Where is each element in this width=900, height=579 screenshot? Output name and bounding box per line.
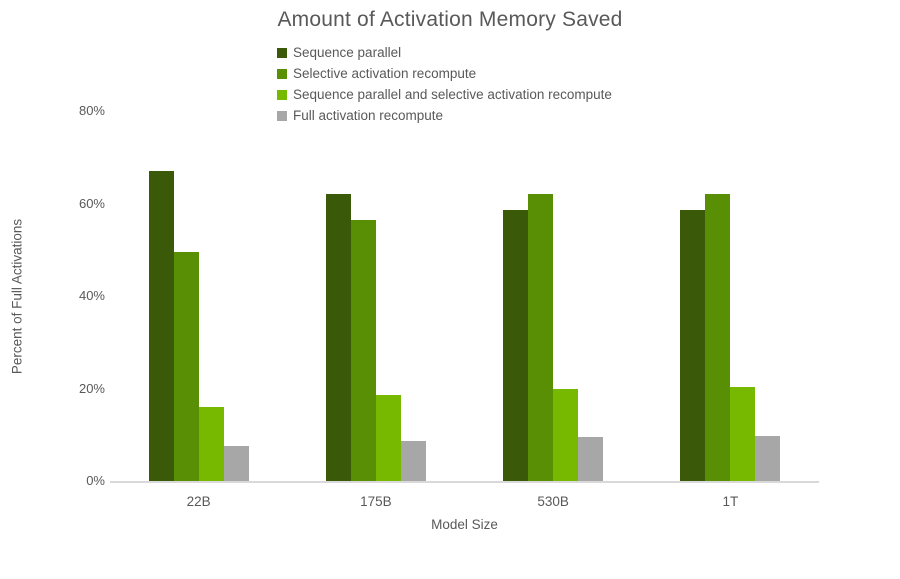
bar: [198, 407, 224, 481]
bar: [325, 194, 351, 481]
y-axis-title: Percent of Full Activations: [9, 218, 25, 375]
bar: [528, 194, 554, 481]
legend-swatch: [277, 68, 287, 79]
bar: [730, 387, 756, 481]
bar-group-22B: [110, 111, 287, 481]
legend-item: Sequence parallel: [277, 42, 612, 63]
bar-group-1T: [642, 111, 819, 481]
y-tick-label: 20%: [78, 380, 105, 396]
bar: [148, 171, 174, 481]
y-tick-label: 0%: [86, 473, 105, 488]
legend-label: Sequence parallel: [293, 45, 402, 60]
legend-item: Sequence parallel and selective activati…: [277, 84, 612, 105]
bar: [350, 219, 376, 481]
legend-item: Selective activation recompute: [277, 63, 612, 84]
y-tick-label: 80%: [78, 103, 105, 118]
bar: [223, 446, 249, 481]
legend: Sequence parallel Selective activation re…: [277, 42, 612, 126]
y-tick-label: 40%: [78, 288, 105, 303]
legend-label: Sequence parallel and selective activati…: [293, 87, 612, 102]
bar: [755, 436, 781, 481]
bar: [375, 395, 401, 481]
legend-label: Selective activation recompute: [293, 66, 477, 81]
bar: [400, 440, 426, 481]
x-tick-label: 1T: [722, 494, 739, 509]
legend-swatch: [277, 110, 287, 121]
x-tick-label: 175B: [360, 494, 392, 509]
plot-area: [110, 111, 819, 483]
legend-swatch: [277, 47, 287, 58]
bar: [553, 388, 579, 481]
bar: [503, 210, 529, 481]
bar-group-530B: [465, 111, 642, 481]
bar: [705, 194, 731, 481]
legend-label: Full activation recompute: [293, 108, 444, 123]
legend-item: Full activation recompute: [277, 105, 612, 126]
bar: [680, 210, 706, 481]
y-tick-label: 60%: [78, 195, 105, 211]
x-tick-label: 530B: [537, 494, 569, 509]
legend-swatch: [277, 89, 287, 100]
bar-group-175B: [287, 111, 464, 481]
x-axis-ticks: 22B 175B 530B 1T: [110, 494, 819, 509]
bar: [578, 437, 604, 481]
x-tick-label: 22B: [186, 494, 211, 509]
x-axis-title: Model Size: [431, 517, 498, 532]
chart-title: Amount of Activation Memory Saved: [277, 8, 623, 31]
bar: [173, 252, 199, 481]
